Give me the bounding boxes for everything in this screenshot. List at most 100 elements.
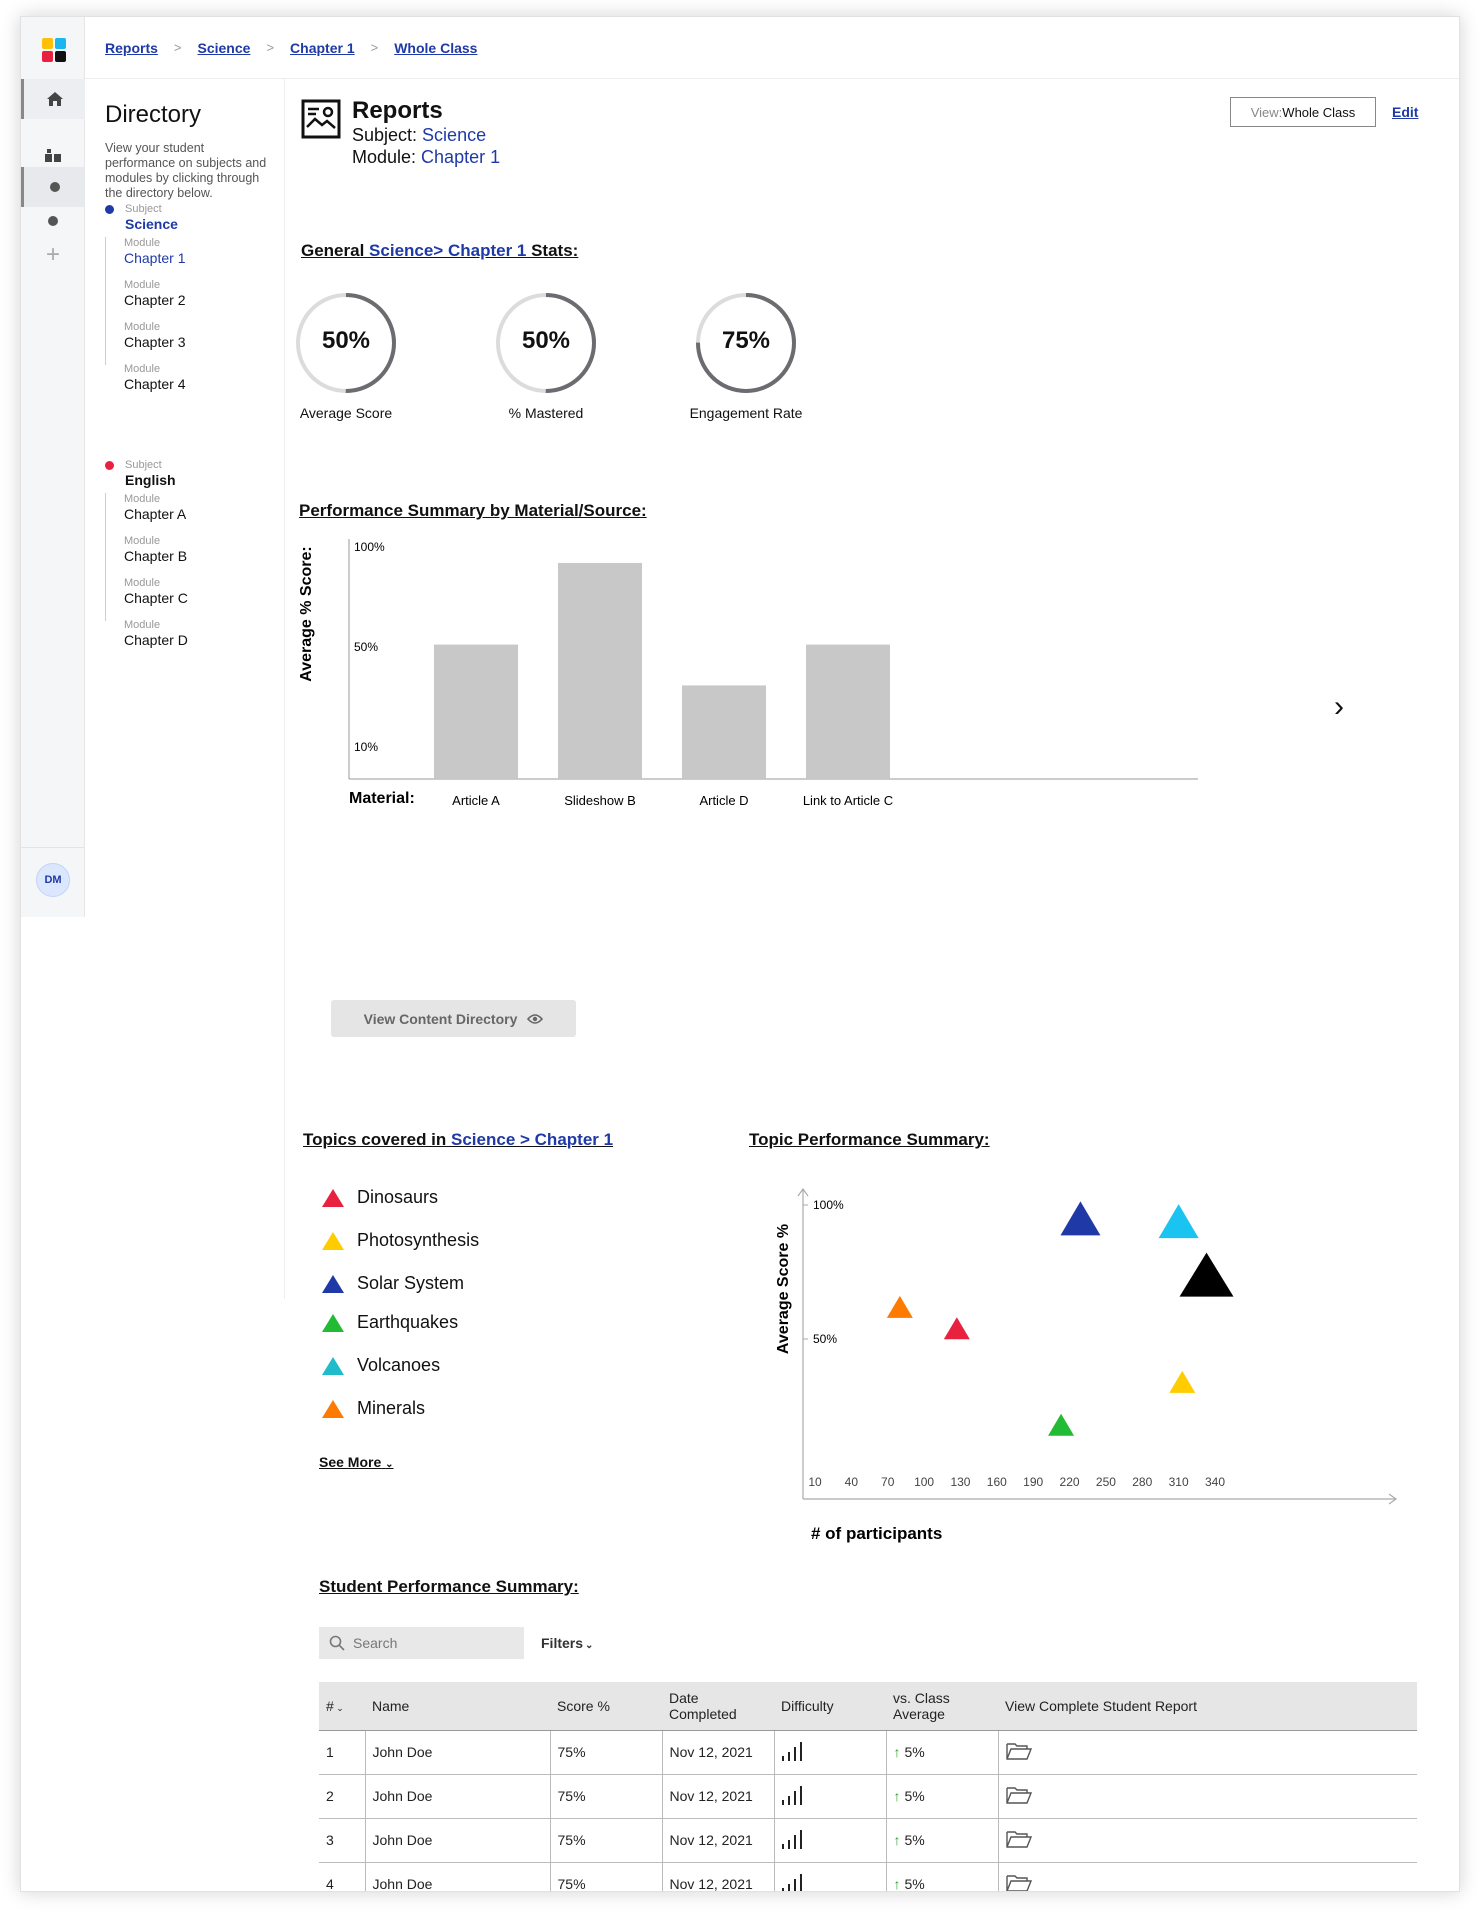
search-input[interactable]: Search bbox=[319, 1627, 524, 1659]
bar bbox=[558, 563, 642, 779]
data-point bbox=[1179, 1252, 1234, 1297]
folder-icon[interactable] bbox=[1005, 1829, 1032, 1849]
stat-ring bbox=[496, 293, 596, 393]
module-item[interactable]: Module Chapter 1 bbox=[106, 237, 185, 279]
subject-line-label: Subject: bbox=[352, 125, 423, 145]
topic-item[interactable]: Earthquakes bbox=[321, 1312, 458, 1333]
data-point bbox=[1169, 1370, 1196, 1393]
module-link[interactable]: Chapter 1 bbox=[421, 147, 501, 167]
bar bbox=[806, 644, 890, 779]
topic-item[interactable]: Solar System bbox=[321, 1273, 464, 1294]
x-tick-label: Slideshow B bbox=[564, 793, 636, 808]
avatar[interactable]: DM bbox=[36, 863, 70, 897]
table-row[interactable]: 3 John Doe 75% Nov 12, 2021 ↑ 5% bbox=[319, 1818, 1417, 1863]
x-axis-label: Material: bbox=[349, 790, 415, 807]
triangle-icon bbox=[322, 1356, 344, 1375]
vs-average-value: 5% bbox=[904, 1876, 925, 1892]
triangle-icon bbox=[322, 1313, 344, 1332]
module-name: Chapter B bbox=[124, 548, 188, 564]
difficulty-cell bbox=[774, 1730, 887, 1775]
subject-link[interactable]: Science bbox=[422, 125, 487, 145]
view-content-directory-button[interactable]: View Content Directory bbox=[331, 1000, 576, 1037]
column-header-difficulty[interactable]: Difficulty bbox=[774, 1682, 886, 1731]
folder-icon[interactable] bbox=[1005, 1785, 1032, 1805]
blocks-icon bbox=[45, 149, 61, 162]
module-label: Module bbox=[124, 321, 161, 333]
module-label: Module bbox=[124, 279, 161, 291]
report-cell bbox=[998, 1818, 1417, 1863]
view-selector[interactable]: View: Whole Class bbox=[1230, 97, 1376, 127]
table-row[interactable]: 2 John Doe 75% Nov 12, 2021 ↑ 5% bbox=[319, 1774, 1417, 1819]
column-header-report[interactable]: View Complete Student Report bbox=[998, 1682, 1417, 1731]
page-title: Reports bbox=[352, 97, 443, 124]
topic-item[interactable]: Volcanoes bbox=[321, 1355, 440, 1376]
chevron-right-icon[interactable]: › bbox=[1334, 690, 1344, 723]
column-header-number[interactable]: # ⌄ bbox=[319, 1682, 365, 1731]
filters-button[interactable]: Filters ⌄ bbox=[541, 1635, 593, 1651]
module-label: Module bbox=[124, 237, 161, 249]
breadcrumb: Reports > Science > Chapter 1 > Whole Cl… bbox=[85, 17, 1459, 79]
row-number: 3 bbox=[319, 1818, 366, 1863]
topic-item[interactable]: Minerals bbox=[321, 1398, 425, 1419]
arrow-up-icon: ↑ bbox=[893, 1832, 901, 1848]
module-item[interactable]: Module Chapter A bbox=[106, 493, 188, 535]
triangle-icon bbox=[322, 1231, 344, 1250]
topics-title: Topics covered in Science > Chapter 1 bbox=[303, 1130, 613, 1150]
topic-name: Solar System bbox=[357, 1273, 465, 1293]
topic-item[interactable]: Photosynthesis bbox=[321, 1230, 479, 1251]
module-label: Module bbox=[124, 363, 161, 375]
module-item[interactable]: Module Chapter 2 bbox=[106, 279, 185, 321]
column-header-vs-average[interactable]: vs. Class Average bbox=[886, 1682, 998, 1731]
stat-value: 50% bbox=[521, 327, 571, 354]
score-cell: 75% bbox=[550, 1862, 663, 1891]
topics-title-link[interactable]: Science > Chapter 1 bbox=[451, 1130, 614, 1149]
breadcrumb-whole-class[interactable]: Whole Class bbox=[394, 39, 478, 56]
module-item[interactable]: Module Chapter C bbox=[106, 577, 188, 619]
vs-average-cell: ↑ 5% bbox=[886, 1862, 999, 1892]
column-header-name[interactable]: Name bbox=[365, 1682, 550, 1731]
x-tick-label: 190 bbox=[1023, 1475, 1043, 1489]
nav-item-1[interactable] bbox=[21, 167, 85, 207]
folder-icon[interactable] bbox=[1005, 1741, 1032, 1761]
nav-item-2[interactable] bbox=[21, 201, 85, 241]
module-item[interactable]: Module Chapter 4 bbox=[106, 363, 185, 405]
stats-title-link[interactable]: Science> Chapter 1 bbox=[369, 241, 527, 260]
y-tick-label: 50% bbox=[354, 640, 378, 654]
add-nav-button[interactable]: + bbox=[21, 235, 85, 275]
breadcrumb-chapter[interactable]: Chapter 1 bbox=[290, 39, 355, 56]
folder-icon[interactable] bbox=[1005, 1873, 1032, 1893]
dot-icon bbox=[48, 216, 58, 226]
student-name: John Doe bbox=[365, 1730, 551, 1775]
topic-name: Volcanoes bbox=[357, 1355, 441, 1375]
report-cell bbox=[998, 1862, 1417, 1893]
module-item[interactable]: Module Chapter 3 bbox=[106, 321, 185, 363]
subject-name: English bbox=[125, 472, 176, 488]
table-row[interactable]: 4 John Doe 75% Nov 12, 2021 ↑ 5% bbox=[319, 1862, 1417, 1893]
stat-ring bbox=[296, 293, 396, 393]
module-item[interactable]: Module Chapter B bbox=[106, 535, 188, 577]
column-header-score[interactable]: Score % bbox=[550, 1682, 662, 1731]
breadcrumb-reports[interactable]: Reports bbox=[105, 39, 158, 56]
edit-link[interactable]: Edit bbox=[1392, 104, 1419, 120]
search-icon bbox=[329, 1635, 345, 1651]
module-name: Chapter D bbox=[124, 632, 188, 648]
directory-description: View your student performance on subject… bbox=[105, 141, 267, 200]
x-tick-label: 310 bbox=[1169, 1475, 1189, 1489]
breadcrumb-science[interactable]: Science bbox=[197, 39, 251, 56]
eye-icon bbox=[527, 1013, 544, 1024]
y-axis-arrow bbox=[797, 1187, 809, 1197]
x-tick-label: 160 bbox=[987, 1475, 1007, 1489]
bar bbox=[434, 644, 518, 779]
difficulty-bars-icon bbox=[781, 1829, 802, 1849]
topic-item[interactable]: Dinosaurs bbox=[321, 1187, 438, 1208]
see-more-button[interactable]: See More ⌄ bbox=[319, 1454, 394, 1470]
module-name: Chapter 4 bbox=[124, 376, 186, 392]
stats-title: General Science> Chapter 1 Stats: bbox=[301, 241, 578, 261]
table-row[interactable]: 1 John Doe 75% Nov 12, 2021 ↑ 5% bbox=[319, 1730, 1417, 1775]
home-nav[interactable] bbox=[21, 79, 85, 119]
date-cell: Nov 12, 2021 bbox=[662, 1730, 775, 1775]
modules-nav[interactable] bbox=[21, 135, 85, 175]
column-header-date[interactable]: Date Completed bbox=[662, 1682, 774, 1731]
difficulty-cell bbox=[774, 1862, 887, 1891]
module-item[interactable]: Module Chapter D bbox=[106, 619, 188, 661]
